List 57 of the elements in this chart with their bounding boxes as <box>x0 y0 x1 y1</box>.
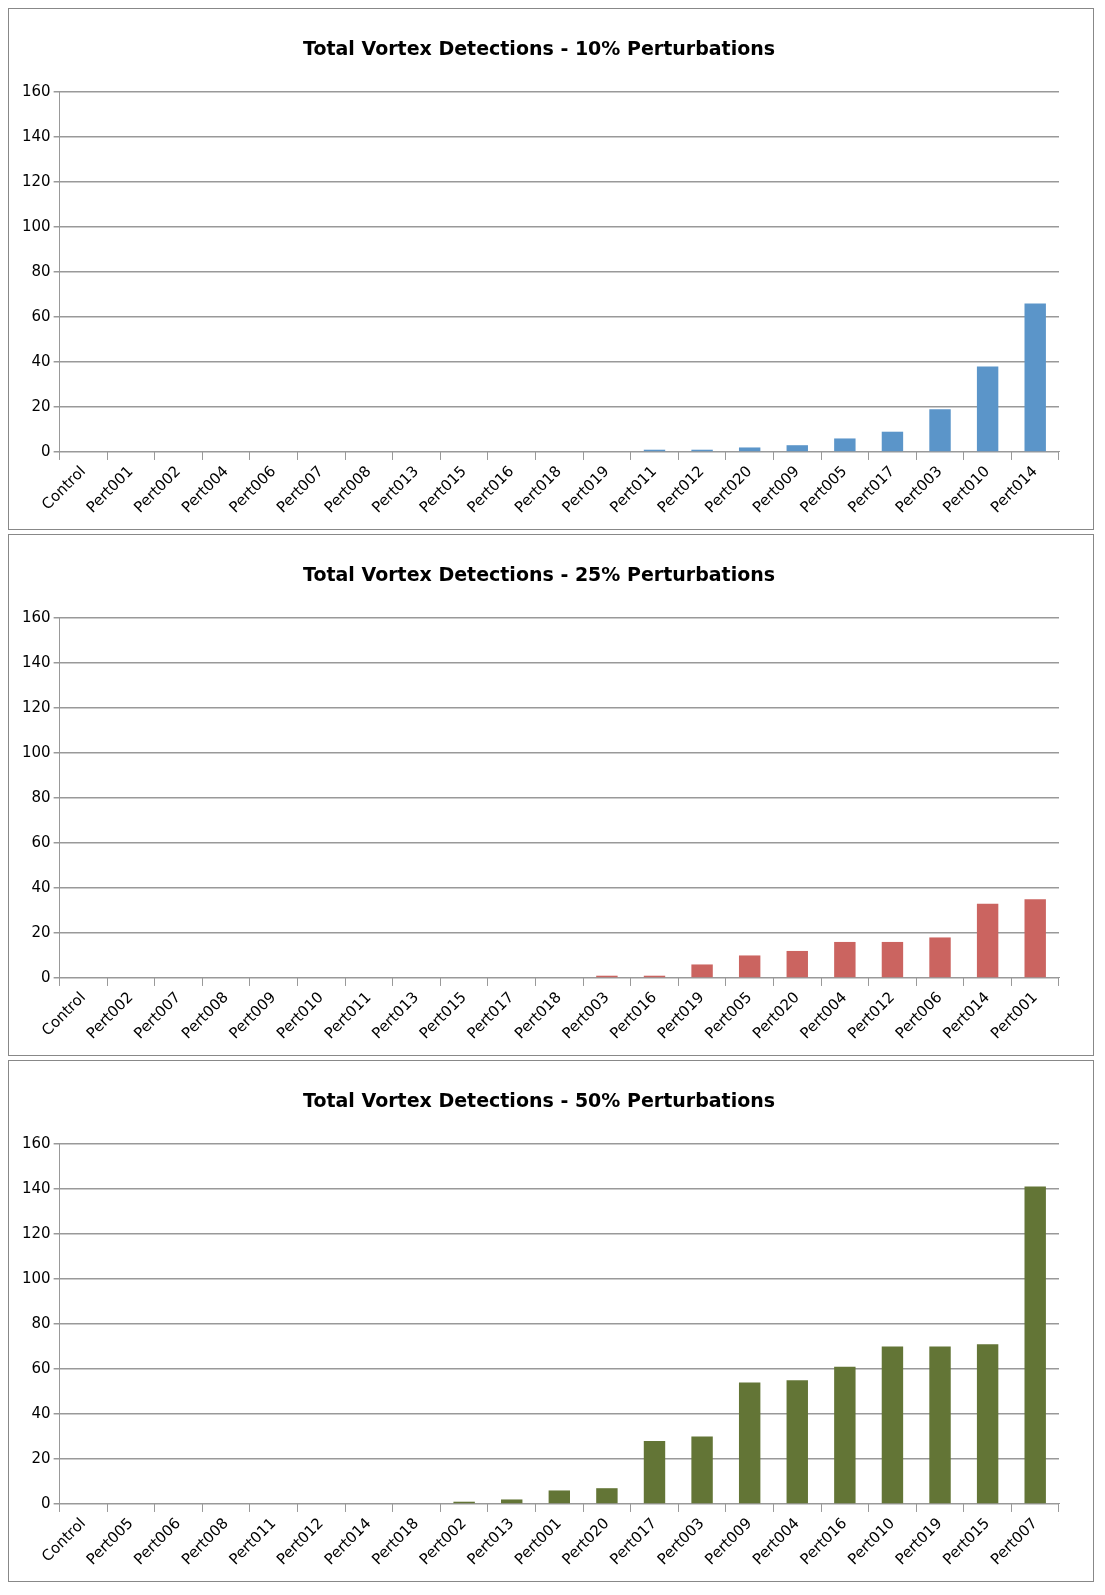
bar <box>929 409 951 452</box>
bar <box>643 1440 666 1504</box>
bar <box>976 366 999 452</box>
y-tick-label: 40 <box>31 1403 51 1422</box>
y-tick-label: 20 <box>31 1448 51 1467</box>
y-tick-label: 100 <box>21 742 51 761</box>
bar <box>1024 899 1046 978</box>
y-tick-label: 60 <box>31 306 51 325</box>
bar <box>976 903 999 978</box>
bar <box>738 447 761 452</box>
bar <box>691 964 713 978</box>
y-tick-label: 60 <box>31 1358 51 1377</box>
y-tick-label: 20 <box>31 396 51 415</box>
bar <box>881 941 904 978</box>
y-tick-label: 160 <box>21 81 51 100</box>
y-tick-label: 80 <box>31 1313 51 1332</box>
bar <box>786 445 808 452</box>
bar <box>834 1366 856 1504</box>
bar <box>834 438 856 452</box>
bar <box>834 941 856 978</box>
bar <box>1024 1186 1046 1504</box>
bar <box>738 955 761 978</box>
bar <box>929 1346 951 1504</box>
chart-title: Total Vortex Detections - 25% Perturbations <box>302 563 776 586</box>
bar <box>548 1490 571 1504</box>
bar <box>881 431 904 452</box>
y-tick-label: 0 <box>41 441 51 460</box>
bar <box>976 1344 999 1504</box>
y-tick-label: 0 <box>41 967 51 986</box>
y-tick-label: 140 <box>21 1178 51 1197</box>
bar <box>691 1436 713 1504</box>
y-tick-label: 140 <box>21 126 51 145</box>
bar <box>1024 303 1046 452</box>
y-tick-label: 60 <box>31 832 51 851</box>
y-tick-label: 100 <box>21 1268 51 1287</box>
chart-title: Total Vortex Detections - 10% Perturbations <box>302 37 776 60</box>
y-tick-label: 120 <box>21 1223 51 1242</box>
y-tick-label: 120 <box>21 697 51 716</box>
bar <box>881 1346 904 1504</box>
y-tick-label: 160 <box>21 1133 51 1152</box>
y-tick-label: 40 <box>31 351 51 370</box>
bar <box>738 1382 761 1504</box>
y-tick-label: 120 <box>21 171 51 190</box>
y-tick-label: 80 <box>31 261 51 280</box>
chart-title: Total Vortex Detections - 50% Perturbations <box>302 1089 776 1112</box>
y-tick-label: 80 <box>31 787 51 806</box>
bar <box>929 937 951 978</box>
y-tick-label: 20 <box>31 922 51 941</box>
y-tick-label: 160 <box>21 607 51 626</box>
bar <box>501 1499 523 1504</box>
y-tick-label: 100 <box>21 216 51 235</box>
y-tick-label: 0 <box>41 1493 51 1512</box>
bar <box>786 950 808 978</box>
bar <box>786 1380 808 1504</box>
y-tick-label: 140 <box>21 652 51 671</box>
y-tick-label: 40 <box>31 877 51 896</box>
bar <box>596 1488 618 1504</box>
